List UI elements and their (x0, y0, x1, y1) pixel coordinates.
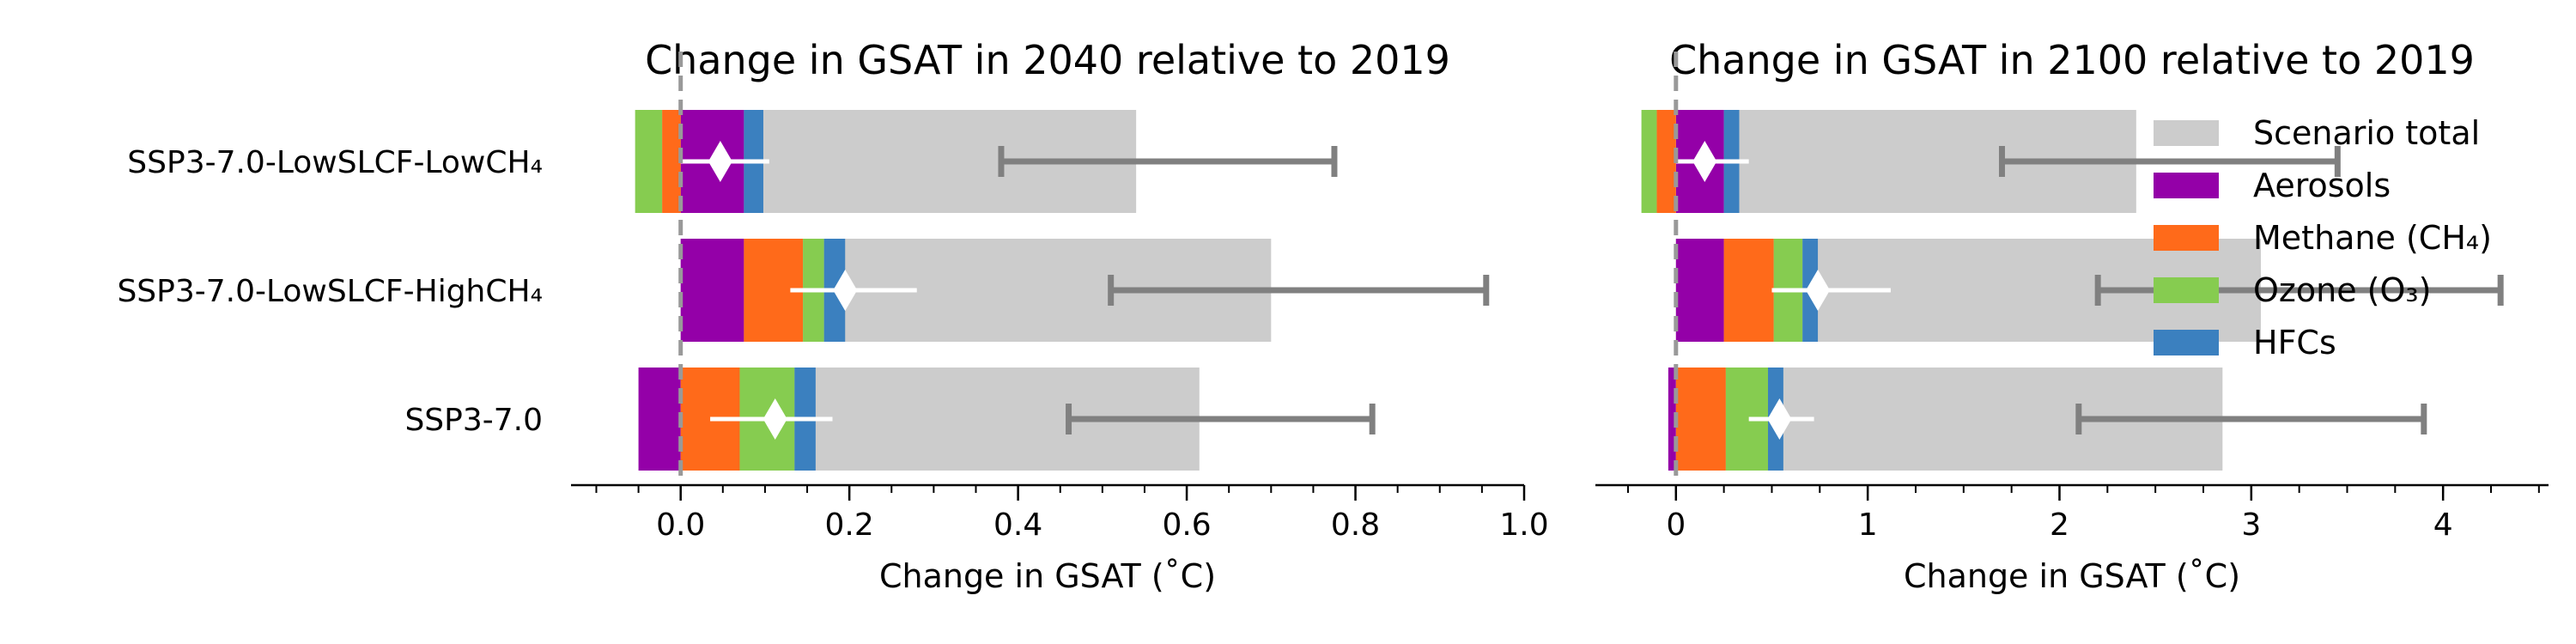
panel-2100: Change in GSAT in 2100 relative to 2019 … (1595, 37, 2549, 595)
bar-row-ssp3-7-0-2100 (1668, 368, 2427, 471)
legend-swatch (2154, 120, 2219, 146)
x-tick-label: 2 (2050, 507, 2069, 543)
bar-segment-methane (662, 110, 681, 213)
x-tick-label: 0 (1666, 507, 1686, 543)
x-tick-label: 0.2 (825, 507, 874, 543)
legend-item-methane: Methane (CH₄) (2154, 219, 2492, 257)
x-tick-label: 1.0 (1499, 507, 1548, 543)
x-tick-label: 0.6 (1162, 507, 1211, 543)
x-tick-label: 0.4 (993, 507, 1042, 543)
panel-2100-x-axis-label: Change in GSAT (˚C) (1904, 557, 2240, 595)
bar-row-lowslcf-lowch4-2040: SSP3-7.0-LowSLCF-LowCH₄ (127, 110, 1338, 213)
legend-label: Scenario total (2253, 114, 2480, 152)
panel-2100-title: Change in GSAT in 2100 relative to 2019 (1669, 37, 2475, 83)
legend-item-aerosols: Aerosols (2154, 167, 2391, 204)
legend-item-ozone: Ozone (O₃) (2154, 271, 2431, 309)
bar-segment-aerosols (1675, 239, 1724, 342)
x-tick-label: 3 (2241, 507, 2261, 543)
legend-item-hfcs: HFCs (2154, 324, 2336, 361)
bar-segment-ozone (635, 110, 663, 213)
bar-segment-methane (1723, 239, 1774, 342)
category-label-ssp3-7-0: SSP3-7.0 (404, 403, 543, 438)
panel-2040-title: Change in GSAT in 2040 relative to 2019 (645, 37, 1450, 83)
bar-segment-aerosols (680, 239, 744, 342)
slcf-best-estimate-marker (833, 270, 858, 311)
legend: Scenario total Aerosols Methane (CH₄) Ozone… (2154, 114, 2492, 361)
legend-label: Methane (CH₄) (2253, 219, 2492, 257)
panel-2040-x-axis-label: Change in GSAT (˚C) (879, 557, 1216, 595)
bar-segment-methane (1675, 368, 1726, 471)
bar-segment-aerosols (1668, 368, 1676, 471)
slcf-best-estimate-marker (1806, 270, 1831, 311)
bar-row-lowslcf-highch4-2100 (1675, 239, 2504, 342)
x-tick-label: 0.0 (656, 507, 705, 543)
bar-row-lowslcf-lowch4-2100 (1641, 110, 2341, 213)
x-tick-label: 1 (1858, 507, 1878, 543)
legend-label: Aerosols (2253, 167, 2391, 204)
category-label-lowslcf-lowch4: SSP3-7.0-LowSLCF-LowCH₄ (127, 145, 543, 180)
bar-segment-methane (1656, 110, 1676, 213)
x-tick-label: 0.8 (1331, 507, 1380, 543)
legend-label: Ozone (O₃) (2253, 271, 2431, 309)
legend-label: HFCs (2253, 324, 2336, 361)
slcf-best-estimate-marker (1692, 141, 1717, 182)
legend-swatch (2154, 330, 2219, 355)
slcf-best-estimate-marker (1767, 398, 1792, 440)
category-label-lowslcf-highch4: SSP3-7.0-LowSLCF-HighCH₄ (117, 274, 543, 309)
bar-segment-aerosols (638, 368, 681, 471)
x-tick-label: 4 (2433, 507, 2453, 543)
bar-segment-ozone (1641, 110, 1657, 213)
legend-swatch (2154, 277, 2219, 303)
legend-item-scenario-total: Scenario total (2154, 114, 2480, 152)
legend-swatch (2154, 225, 2219, 251)
bar-row-lowslcf-highch4-2040: SSP3-7.0-LowSLCF-HighCH₄ (117, 239, 1490, 342)
bar-row-ssp3-7-0-2040: SSP3-7.0 (404, 368, 1376, 471)
slcf-best-estimate-marker (708, 141, 732, 182)
slcf-best-estimate-marker (762, 398, 787, 440)
panel-2040: Change in GSAT in 2040 relative to 2019 … (117, 37, 1548, 595)
legend-swatch (2154, 173, 2219, 198)
